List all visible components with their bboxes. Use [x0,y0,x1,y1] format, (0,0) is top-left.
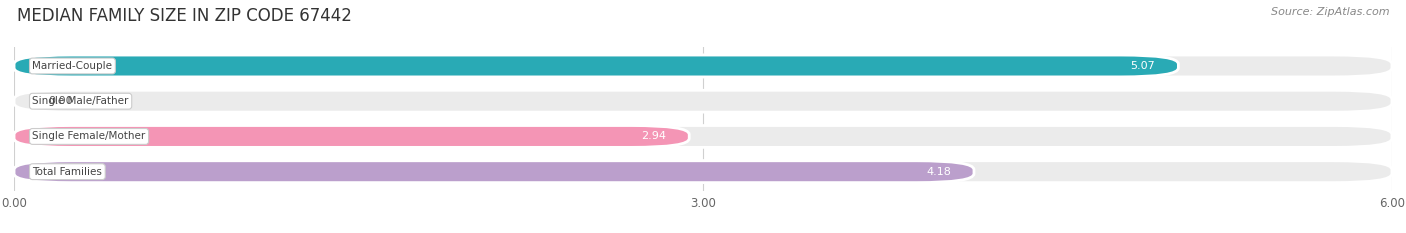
FancyBboxPatch shape [14,55,1178,77]
FancyBboxPatch shape [14,90,1392,112]
Text: 4.18: 4.18 [927,167,950,177]
Text: Married-Couple: Married-Couple [32,61,112,71]
Text: 2.94: 2.94 [641,131,666,141]
Text: Total Families: Total Families [32,167,103,177]
Text: Single Female/Mother: Single Female/Mother [32,131,146,141]
Text: MEDIAN FAMILY SIZE IN ZIP CODE 67442: MEDIAN FAMILY SIZE IN ZIP CODE 67442 [17,7,352,25]
FancyBboxPatch shape [14,161,974,183]
FancyBboxPatch shape [14,126,689,147]
Text: Single Male/Father: Single Male/Father [32,96,129,106]
FancyBboxPatch shape [14,161,1392,183]
Text: 0.00: 0.00 [48,96,73,106]
Text: 5.07: 5.07 [1130,61,1156,71]
FancyBboxPatch shape [14,55,1392,77]
Text: Source: ZipAtlas.com: Source: ZipAtlas.com [1271,7,1389,17]
FancyBboxPatch shape [14,126,1392,147]
